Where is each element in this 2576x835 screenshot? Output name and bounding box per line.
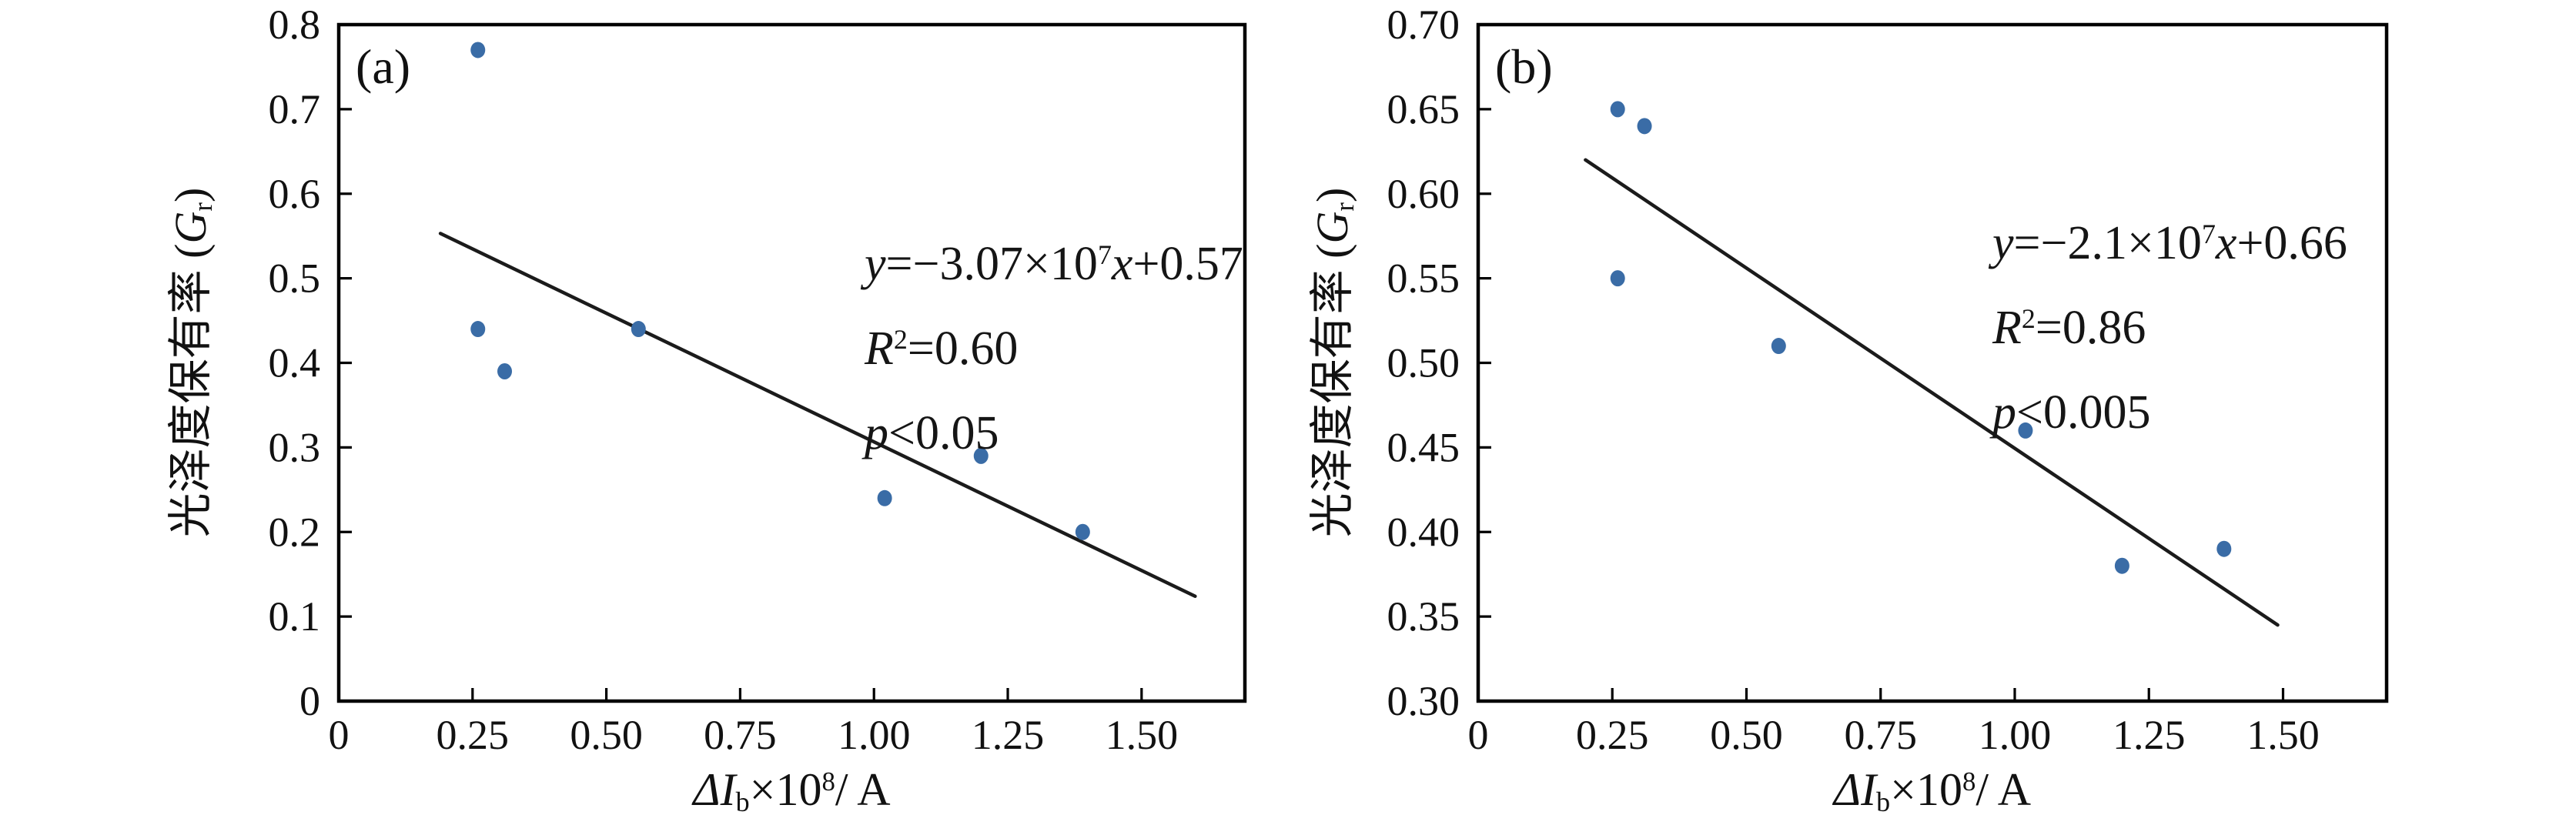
y-tick-label: 0.65 (1387, 86, 1460, 132)
data-point (497, 362, 513, 379)
y-axis-label-a: 光泽度保有率 (Gr) (166, 187, 218, 538)
x-tick-label: 0.50 (1710, 712, 1783, 758)
data-point (973, 447, 989, 464)
x-tick-label: 0.75 (704, 712, 777, 758)
p-value-text-a: p<0.05 (865, 407, 999, 459)
y-tick-label: 0.2 (269, 509, 321, 555)
data-point (877, 489, 892, 506)
x-tick-label: 1.25 (2113, 712, 2186, 758)
data-point (1771, 338, 1786, 355)
x-tick-label: 0.25 (437, 712, 510, 758)
data-point (2114, 557, 2129, 574)
y-tick-label: 0.45 (1387, 424, 1460, 470)
y-tick-label: 0.7 (269, 86, 321, 132)
data-point (1610, 270, 1625, 287)
data-point (631, 321, 646, 338)
data-point (1637, 118, 1652, 135)
y-tick-label: 0 (299, 678, 320, 724)
y-tick-label: 0.3 (269, 424, 321, 470)
data-point (2018, 422, 2033, 439)
y-tick-label: 0.30 (1387, 678, 1460, 724)
y-tick-label: 0.70 (1387, 2, 1460, 48)
y-tick-label: 0.50 (1387, 340, 1460, 386)
data-point (2216, 540, 2232, 557)
equation-text-b: y=−2.1×107x+0.66 (1992, 217, 2347, 269)
y-tick-label: 0.4 (269, 340, 321, 386)
y-tick-label: 0.55 (1387, 256, 1460, 302)
y-tick-label: 0.5 (269, 256, 321, 302)
y-tick-label: 0.1 (269, 593, 321, 640)
regression-annotation-b: y=−2.1×107x+0.66 R2=0.86 p<0.005 (1992, 204, 2347, 452)
data-point (470, 42, 486, 58)
x-tick-label: 0.25 (1576, 712, 1649, 758)
y-tick-label: 0.6 (269, 171, 321, 217)
x-tick-label: 1.00 (1979, 712, 2052, 758)
y-tick-label: 0.35 (1387, 593, 1460, 640)
r-squared-text-a: R2=0.60 (865, 322, 1019, 375)
x-tick-label: 0.50 (570, 712, 643, 758)
r-squared-text-b: R2=0.86 (1992, 302, 2146, 354)
x-tick-label: 0.75 (1844, 712, 1917, 758)
data-point (1610, 101, 1625, 118)
data-point (470, 321, 486, 338)
x-tick-label: 1.00 (838, 712, 911, 758)
y-tick-label: 0.8 (269, 2, 321, 48)
y-tick-label: 0.40 (1387, 509, 1460, 555)
fit-line (1584, 158, 2280, 627)
p-value-text-b: p<0.005 (1992, 386, 2151, 439)
x-tick-label: 1.50 (2246, 712, 2320, 758)
regression-annotation-a: y=−3.07×107x+0.57 R2=0.60 p<0.05 (865, 225, 1243, 473)
x-tick-label: 0 (1468, 712, 1489, 758)
x-tick-label: 1.25 (972, 712, 1045, 758)
panel-label: (b) (1495, 39, 1553, 94)
x-tick-label: 0 (329, 712, 350, 758)
x-axis-label-a: ΔIb×108/ A (693, 764, 891, 817)
x-axis-label-b: ΔIb×108/ A (1833, 764, 2032, 817)
panel-label: (a) (356, 39, 410, 94)
y-axis-label-b: 光泽度保有率 (Gr) (1307, 187, 1360, 538)
data-point (1075, 523, 1090, 540)
y-tick-label: 0.60 (1387, 171, 1460, 217)
fit-line (438, 232, 1197, 599)
x-tick-label: 1.50 (1106, 712, 1179, 758)
equation-text-a: y=−3.07×107x+0.57 (865, 238, 1243, 290)
